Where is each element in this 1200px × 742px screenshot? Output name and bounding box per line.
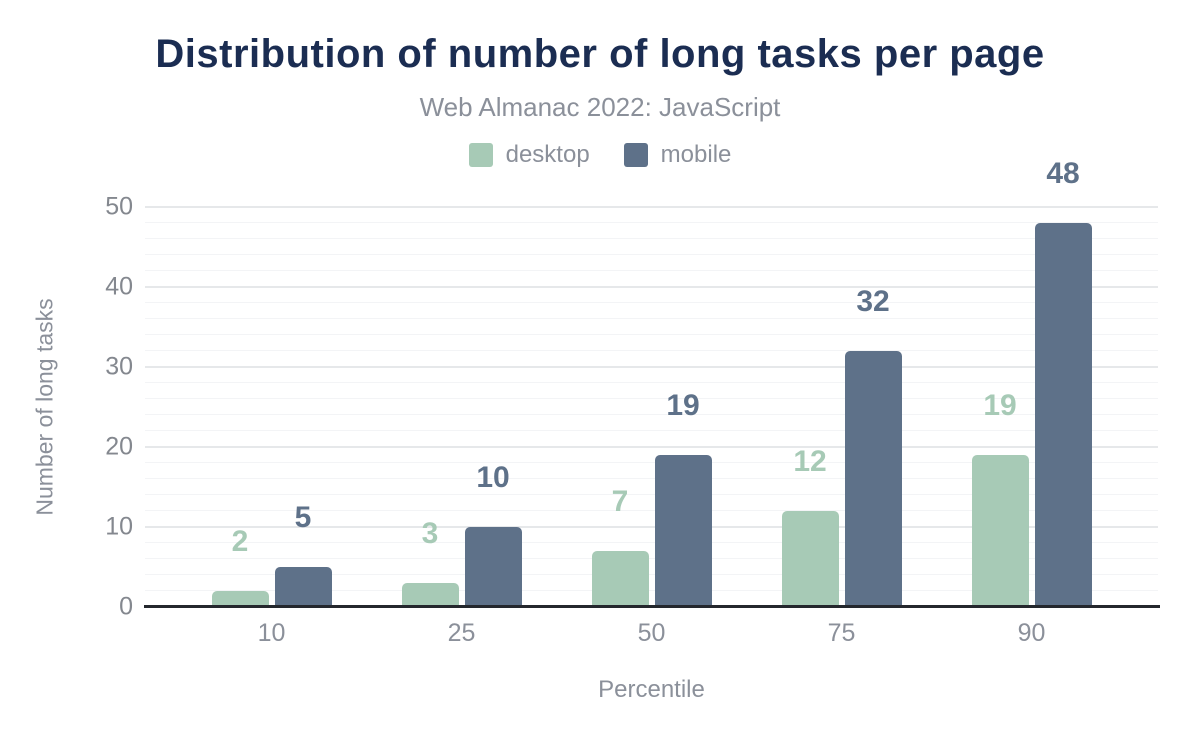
gridline-major [145,446,1158,448]
x-tick-label-25: 25 [447,619,476,647]
gridline-major [145,526,1158,528]
y-tick-label-40: 40 [105,272,133,301]
gridline-minor [145,542,1158,543]
bar-slot-mobile-p50: 19 [654,207,712,607]
gridline-minor [145,590,1158,591]
gridline-minor [145,270,1158,271]
legend-item-mobile: mobile [623,141,732,169]
gridline-major [145,286,1158,288]
bar-mobile-p50 [654,455,712,607]
gridline-minor [145,462,1158,463]
gridline-minor [145,510,1158,511]
bar-slot-desktop-p25: 3 [401,207,459,607]
gridline-major [145,366,1158,368]
gridline-minor [145,350,1158,351]
gridline-minor [145,398,1158,399]
y-tick-label-30: 30 [105,352,133,381]
plot-area: 0 10 20 30 40 50 2 5 10 3 10 25 7 19 50 12 32 75 19 48 90 [105,159,1160,647]
bar-group-p25: 3 10 [401,207,522,607]
x-tick-label-10: 10 [257,619,286,647]
bar-slot-mobile-p90: 48 [1034,159,1092,607]
bar-mobile-p10 [274,567,332,607]
bar-slot-mobile-p25: 10 [464,207,522,607]
y-tick-label-0: 0 [119,592,133,621]
gridline-minor [145,254,1158,255]
value-label-mobile-p25: 10 [476,461,510,494]
bar-slot-desktop-p90: 19 [971,207,1029,607]
value-label-desktop-p50: 7 [611,485,629,518]
y-tick-label-20: 20 [105,432,133,461]
desktop-swatch-icon [468,143,493,167]
x-axis-title: Percentile [598,676,705,703]
bar-group-p75: 12 32 [781,207,902,607]
bar-slot-mobile-p75: 32 [844,207,902,607]
value-label-mobile-p75: 32 [856,285,890,318]
gridline-minor [145,382,1158,383]
legend-item-desktop: desktop [468,141,590,169]
bar-slot-desktop-p75: 12 [781,207,839,607]
legend-label-mobile: mobile [660,141,732,168]
chart-subtitle: Web Almanac 2022: JavaScript [419,92,781,122]
bar-desktop-p50 [591,551,649,607]
y-tick-label-50: 50 [105,192,133,221]
value-label-mobile-p90: 48 [1046,157,1080,190]
chart-title: Distribution of number of long tasks per… [155,32,1045,76]
gridline-minor [145,478,1158,479]
gridline-minor [145,574,1158,575]
x-tick-label-75: 75 [827,619,856,647]
bar-group-p90: 19 48 [971,159,1092,607]
bar-desktop-p25 [401,583,459,607]
value-label-desktop-p90: 19 [983,389,1017,422]
bar-mobile-p75 [844,351,902,607]
legend: desktop mobile [0,141,1200,169]
value-label-mobile-p50: 19 [666,389,700,422]
gridline-minor [145,318,1158,319]
gridline-minor [145,558,1158,559]
bar-slot-mobile-p10: 5 [274,207,332,607]
mobile-swatch-icon [623,143,648,167]
gridline-minor [145,430,1158,431]
bar-slot-desktop-p50: 7 [591,207,649,607]
bar-desktop-p90 [971,455,1029,607]
bar-mobile-p90 [1034,223,1092,607]
gridline-minor [145,222,1158,223]
gridline-minor [145,494,1158,495]
gridline-minor [145,414,1158,415]
bar-group-p50: 7 19 [591,207,712,607]
gridline-minor [145,302,1158,303]
value-label-desktop-p25: 3 [421,517,439,550]
value-label-mobile-p10: 5 [294,501,312,534]
x-tick-label-50: 50 [637,619,666,647]
bar-slot-desktop-p10: 2 [211,207,269,607]
bar-mobile-p25 [464,527,522,607]
gridline-minor [145,334,1158,335]
gridline-minor [145,238,1158,239]
legend-label-desktop: desktop [505,141,590,168]
bar-desktop-p10 [211,591,269,607]
y-tick-label-10: 10 [105,512,133,541]
y-axis-title: Number of long tasks [31,298,58,516]
x-tick-label-90: 90 [1017,619,1046,647]
value-label-desktop-p75: 12 [793,445,827,478]
x-axis-line [144,605,1160,608]
bar-desktop-p75 [781,511,839,607]
value-label-desktop-p10: 2 [231,525,249,558]
gridline-major [145,206,1158,208]
